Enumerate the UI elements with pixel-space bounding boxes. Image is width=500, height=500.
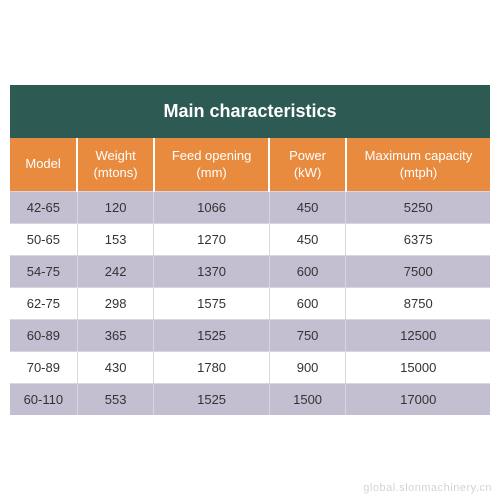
table-cell: 600 [269,256,346,288]
table-cell: 12500 [346,320,490,352]
table-cell: 450 [269,224,346,256]
column-header: Feed opening (mm) [154,138,269,192]
table-cell: 1525 [154,320,269,352]
table-cell: 8750 [346,288,490,320]
watermark-text: global.slonmachinery.cn [363,482,492,494]
characteristics-table-container: Main characteristics ModelWeight (mtons)… [10,85,490,416]
table-cell: 60-89 [10,320,77,352]
table-cell: 365 [77,320,154,352]
table-cell: 900 [269,352,346,384]
table-row: 62-7529815756008750 [10,288,490,320]
table-cell: 42-65 [10,192,77,224]
table-cell: 1500 [269,384,346,416]
table-cell: 430 [77,352,154,384]
table-cell: 70-89 [10,352,77,384]
column-header: Maximum capacity (mtph) [346,138,490,192]
table-row: 60-1105531525150017000 [10,384,490,416]
column-header: Weight (mtons) [77,138,154,192]
table-cell: 54-75 [10,256,77,288]
column-header: Power (kW) [269,138,346,192]
table-cell: 17000 [346,384,490,416]
table-cell: 1270 [154,224,269,256]
table-cell: 298 [77,288,154,320]
table-cell: 1780 [154,352,269,384]
table-cell: 153 [77,224,154,256]
table-cell: 50-65 [10,224,77,256]
table-row: 70-89430178090015000 [10,352,490,384]
table-cell: 60-110 [10,384,77,416]
characteristics-table: ModelWeight (mtons)Feed opening (mm)Powe… [10,138,490,416]
table-cell: 7500 [346,256,490,288]
table-cell: 15000 [346,352,490,384]
table-cell: 600 [269,288,346,320]
table-cell: 450 [269,192,346,224]
table-header: ModelWeight (mtons)Feed opening (mm)Powe… [10,138,490,192]
column-header: Model [10,138,77,192]
table-title: Main characteristics [10,85,490,138]
table-cell: 1066 [154,192,269,224]
table-body: 42-651201066450525050-651531270450637554… [10,192,490,416]
table-cell: 1370 [154,256,269,288]
table-cell: 1525 [154,384,269,416]
table-row: 42-6512010664505250 [10,192,490,224]
table-cell: 5250 [346,192,490,224]
table-cell: 120 [77,192,154,224]
table-cell: 242 [77,256,154,288]
table-cell: 553 [77,384,154,416]
table-row: 54-7524213706007500 [10,256,490,288]
table-cell: 750 [269,320,346,352]
table-row: 60-89365152575012500 [10,320,490,352]
table-cell: 1575 [154,288,269,320]
table-cell: 6375 [346,224,490,256]
table-cell: 62-75 [10,288,77,320]
table-row: 50-6515312704506375 [10,224,490,256]
